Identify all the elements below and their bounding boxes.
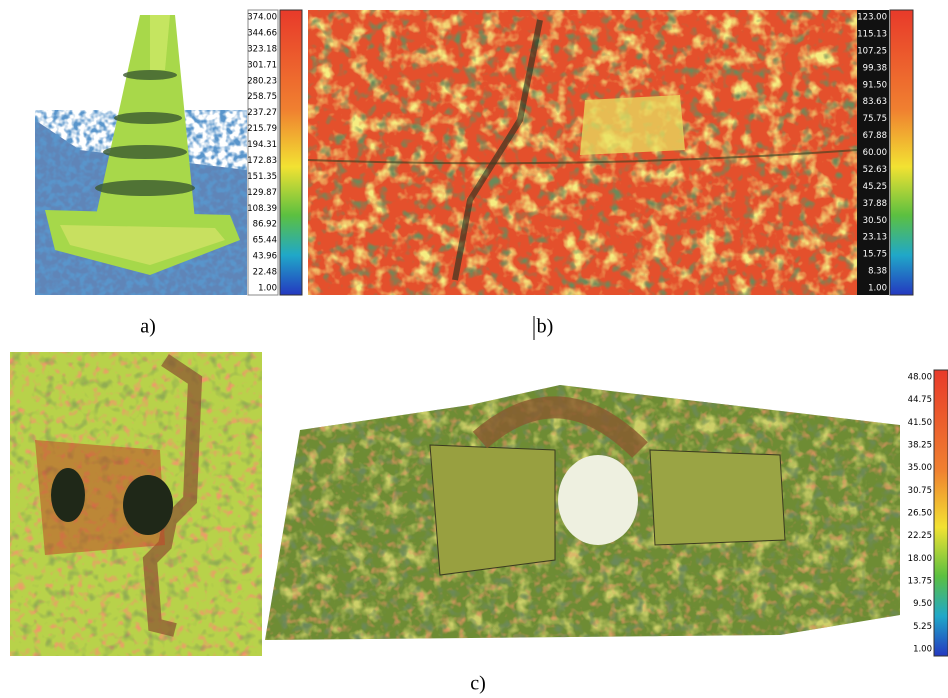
colorbar-tick-label: 172.83 [247, 156, 277, 166]
colorbar-tick-label: 5.25 [913, 622, 932, 632]
colorbar-tick-label: 30.75 [908, 486, 932, 496]
colorbar-tick-label: 45.25 [863, 182, 887, 192]
colorbar-b [890, 10, 913, 295]
panel-b-image [308, 10, 857, 295]
colorbar-tick-label: 67.88 [863, 131, 887, 141]
colorbar-tick-label: 52.63 [863, 165, 887, 175]
colorbar-tick-label: 258.75 [247, 92, 277, 102]
colorbar-tick-label: 237.27 [247, 108, 277, 118]
colorbar-tick-label: 22.48 [253, 268, 277, 278]
colorbar-tick-label: 280.23 [247, 76, 277, 86]
colorbar-tick-label: 26.50 [908, 509, 932, 519]
colorbar-tick-label: 43.96 [253, 252, 277, 262]
colorbar-tick-label: 194.31 [247, 140, 277, 150]
colorbar-tick-label: 83.63 [863, 97, 887, 107]
colorbar-tick-label: 22.25 [908, 531, 932, 541]
colorbar-tick-label: 15.75 [863, 250, 887, 260]
colorbar-tick-label: 48.00 [908, 373, 932, 383]
colorbar-tick-label: 8.38 [868, 267, 887, 277]
panel-a-image [35, 10, 247, 295]
panel-label: b) [537, 316, 554, 338]
colorbar-tick-label: 60.00 [863, 148, 887, 158]
colorbar-tick-label: 115.13 [857, 29, 887, 39]
colorbar-tick-label: 38.25 [908, 441, 932, 451]
figure: a) b) c) 374.00 344.66 323.18 301.71 280.23 2… [0, 0, 948, 698]
colorbar-tick-label: 129.87 [247, 188, 277, 198]
colorbar-tick-label: 123.00 [857, 13, 887, 23]
colorbar-tick-label: 13.75 [908, 577, 932, 587]
panel-label: a) [140, 316, 156, 338]
colorbar-tick-label: 30.50 [863, 216, 887, 226]
colorbar-tick-label: 1.00 [913, 645, 932, 655]
panel-label: c) [470, 673, 486, 695]
panel-c-right-image [262, 375, 900, 660]
colorbar-tick-label: 1.00 [258, 284, 277, 294]
colorbar-tick-label: 374.00 [247, 13, 277, 23]
colorbar-tick-label: 37.88 [863, 199, 887, 209]
colorbar-tick-label: 41.50 [908, 418, 932, 428]
colorbar-tick-label: 99.38 [863, 63, 887, 73]
colorbar-tick-label: 75.75 [863, 114, 887, 124]
colorbar-tick-label: 151.35 [247, 172, 277, 182]
colorbar-tick-label: 1.00 [868, 284, 887, 294]
colorbar-a [280, 10, 302, 295]
colorbar-tick-label: 91.50 [863, 80, 887, 90]
colorbar-tick-label: 65.44 [253, 236, 277, 246]
colorbar-tick-label: 108.39 [247, 204, 277, 214]
panel-c-left-image [10, 352, 262, 656]
colorbar-tick-label: 18.00 [908, 554, 932, 564]
colorbar-tick-label: 107.25 [857, 46, 887, 56]
colorbar-c [934, 370, 948, 656]
colorbar-tick-label: 9.50 [913, 599, 932, 609]
colorbar-tick-label: 215.79 [247, 124, 277, 134]
colorbar-tick-label: 35.00 [908, 463, 932, 473]
colorbar-tick-label: 344.66 [247, 28, 277, 38]
colorbar-tick-label: 86.92 [253, 220, 277, 230]
colorbar-tick-label: 323.18 [247, 44, 277, 54]
colorbar-tick-label: 23.13 [863, 233, 887, 243]
colorbar-tick-label: 44.75 [908, 395, 932, 405]
colorbar-tick-label: 301.71 [247, 60, 277, 70]
